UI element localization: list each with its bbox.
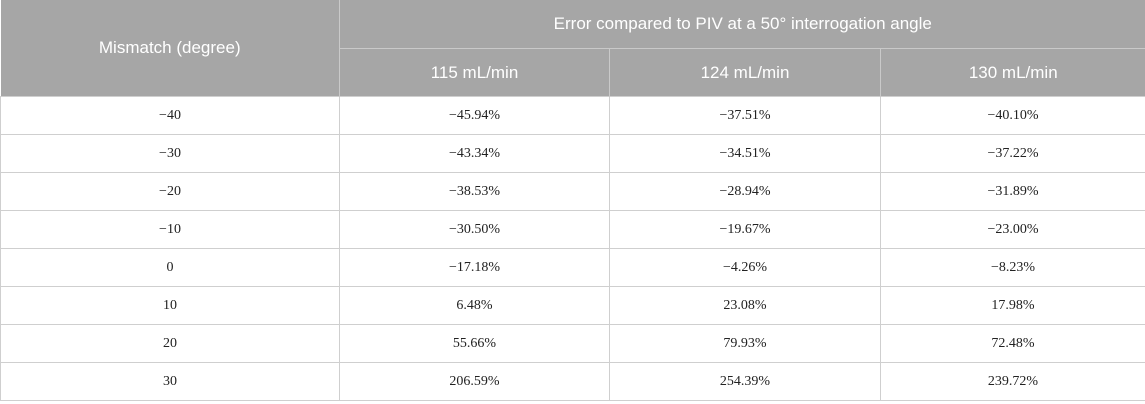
cell-value: 6.48%: [339, 286, 610, 325]
cell-value: −19.67%: [609, 210, 881, 249]
cell-value: −4.26%: [609, 248, 881, 287]
cell-value: −34.51%: [609, 134, 881, 173]
table-body: −40 −45.94% −37.51% −40.10% −30 −43.34% …: [0, 96, 1145, 401]
table-row: 0 −17.18% −4.26% −8.23%: [0, 248, 1145, 287]
cell-mismatch: −30: [0, 134, 340, 173]
cell-value: −8.23%: [879, 248, 1145, 287]
cell-value: 72.48%: [879, 324, 1145, 363]
table-header: Mismatch (degree) Error compared to PIV …: [0, 0, 1145, 97]
header-col-130: 130 mL/min: [879, 48, 1145, 97]
cell-mismatch: −40: [0, 96, 340, 135]
cell-value: −30.50%: [339, 210, 610, 249]
cell-mismatch: 10: [0, 286, 340, 325]
cell-value: 79.93%: [609, 324, 881, 363]
cell-value: 254.39%: [609, 362, 881, 401]
table-row: 20 55.66% 79.93% 72.48%: [0, 324, 1145, 363]
cell-value: 55.66%: [339, 324, 610, 363]
cell-value: −31.89%: [879, 172, 1145, 211]
cell-mismatch: 0: [0, 248, 340, 287]
cell-value: 17.98%: [879, 286, 1145, 325]
cell-mismatch: −10: [0, 210, 340, 249]
header-col-124: 124 mL/min: [609, 48, 881, 97]
cell-value: −28.94%: [609, 172, 881, 211]
cell-value: −37.22%: [879, 134, 1145, 173]
cell-mismatch: −20: [0, 172, 340, 211]
table-row: −40 −45.94% −37.51% −40.10%: [0, 96, 1145, 135]
cell-value: 23.08%: [609, 286, 881, 325]
table-row: 10 6.48% 23.08% 17.98%: [0, 286, 1145, 325]
cell-value: −45.94%: [339, 96, 610, 135]
table-row: −20 −38.53% −28.94% −31.89%: [0, 172, 1145, 211]
cell-value: −40.10%: [879, 96, 1145, 135]
cell-value: −37.51%: [609, 96, 881, 135]
cell-value: −17.18%: [339, 248, 610, 287]
cell-mismatch: 20: [0, 324, 340, 363]
table-row: −10 −30.50% −19.67% −23.00%: [0, 210, 1145, 249]
header-error-group: Error compared to PIV at a 50° interroga…: [338, 0, 1145, 49]
header-col-115: 115 mL/min: [339, 48, 610, 97]
cell-mismatch: 30: [0, 362, 340, 401]
table-row: 30 206.59% 254.39% 239.72%: [0, 362, 1145, 401]
cell-value: −38.53%: [339, 172, 610, 211]
table-row: −30 −43.34% −34.51% −37.22%: [0, 134, 1145, 173]
cell-value: 206.59%: [339, 362, 610, 401]
cell-value: −23.00%: [879, 210, 1145, 249]
header-mismatch: Mismatch (degree): [0, 0, 340, 97]
cell-value: −43.34%: [339, 134, 610, 173]
cell-value: 239.72%: [879, 362, 1145, 401]
